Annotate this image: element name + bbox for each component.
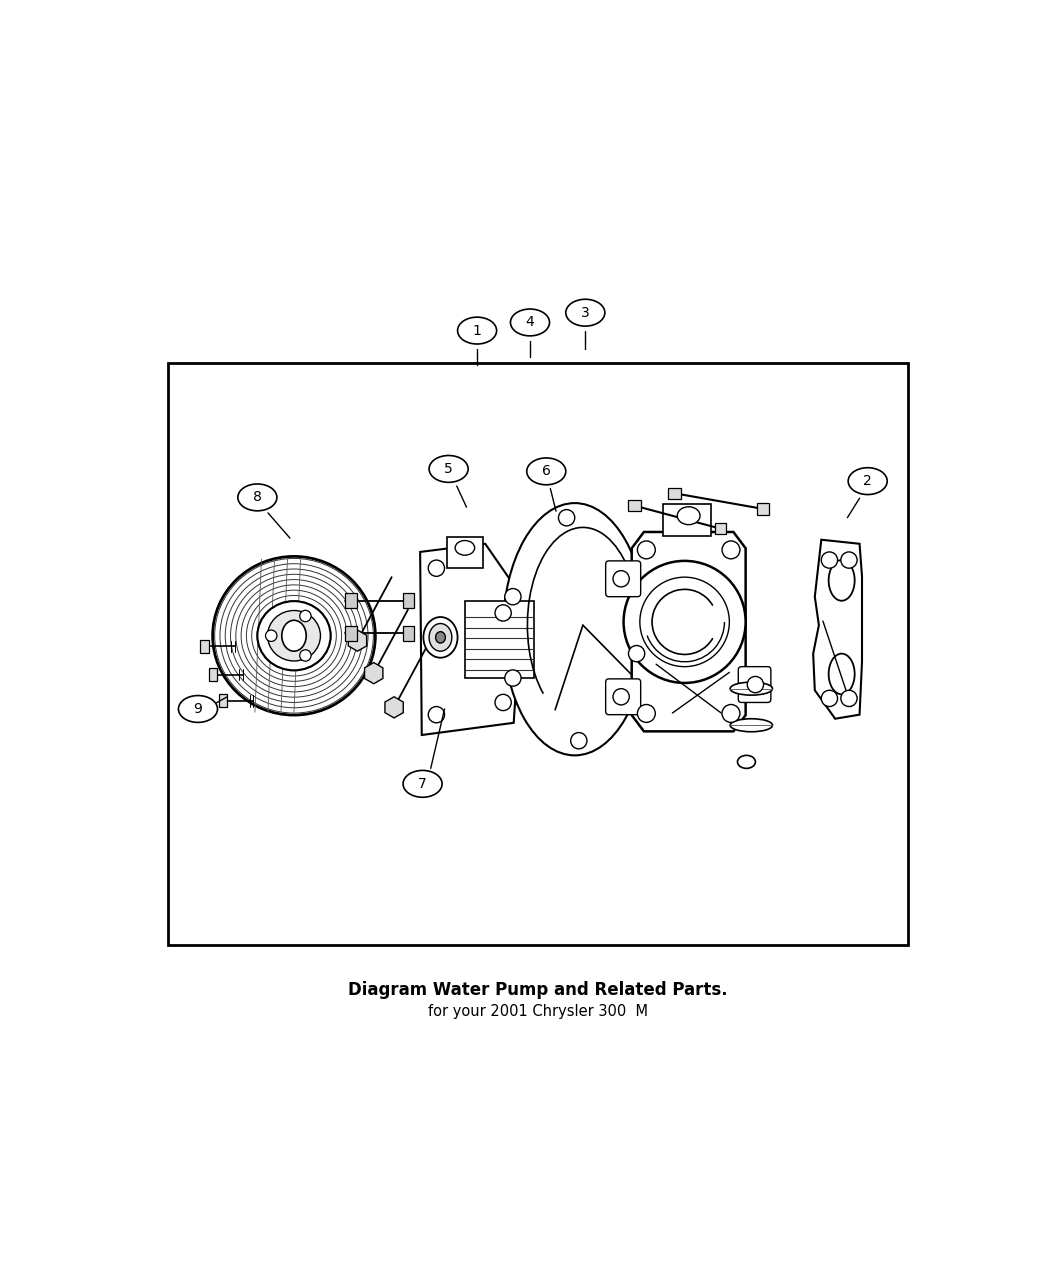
Circle shape bbox=[821, 552, 838, 569]
Circle shape bbox=[505, 589, 521, 604]
Circle shape bbox=[613, 688, 629, 705]
Circle shape bbox=[722, 541, 740, 558]
Ellipse shape bbox=[178, 696, 217, 723]
Circle shape bbox=[841, 690, 857, 706]
Bar bbox=[663, 504, 712, 536]
Bar bbox=[168, 363, 908, 945]
Circle shape bbox=[841, 552, 857, 569]
Circle shape bbox=[299, 611, 311, 622]
Ellipse shape bbox=[436, 631, 445, 643]
Bar bbox=[628, 500, 640, 511]
Ellipse shape bbox=[238, 484, 277, 511]
Circle shape bbox=[571, 733, 587, 748]
Ellipse shape bbox=[423, 617, 458, 658]
Ellipse shape bbox=[527, 458, 566, 484]
Circle shape bbox=[299, 650, 311, 662]
Bar bbox=[447, 537, 483, 569]
Circle shape bbox=[559, 510, 574, 525]
Text: 8: 8 bbox=[253, 491, 261, 505]
Ellipse shape bbox=[510, 309, 549, 335]
Text: Diagram Water Pump and Related Parts.: Diagram Water Pump and Related Parts. bbox=[349, 980, 728, 998]
Polygon shape bbox=[420, 543, 522, 734]
Polygon shape bbox=[364, 663, 383, 683]
Text: 4: 4 bbox=[526, 315, 534, 329]
Ellipse shape bbox=[730, 682, 773, 695]
Circle shape bbox=[637, 705, 655, 723]
Circle shape bbox=[629, 645, 645, 662]
Bar bbox=[757, 504, 769, 515]
Bar bbox=[201, 640, 209, 653]
Ellipse shape bbox=[828, 560, 855, 601]
Ellipse shape bbox=[828, 654, 855, 695]
Ellipse shape bbox=[730, 719, 773, 732]
Ellipse shape bbox=[281, 620, 307, 652]
Circle shape bbox=[266, 630, 277, 641]
Ellipse shape bbox=[268, 611, 320, 660]
Text: 7: 7 bbox=[418, 776, 427, 790]
Polygon shape bbox=[632, 532, 746, 732]
FancyBboxPatch shape bbox=[738, 667, 771, 703]
Bar bbox=[715, 523, 727, 534]
Polygon shape bbox=[385, 696, 403, 718]
Circle shape bbox=[505, 669, 521, 686]
Polygon shape bbox=[349, 630, 366, 652]
Circle shape bbox=[495, 695, 511, 710]
Bar bbox=[209, 668, 216, 681]
Bar bbox=[403, 593, 415, 608]
Circle shape bbox=[428, 706, 444, 723]
Circle shape bbox=[821, 690, 838, 706]
Ellipse shape bbox=[677, 506, 700, 524]
Ellipse shape bbox=[566, 300, 605, 326]
Circle shape bbox=[637, 541, 655, 558]
Ellipse shape bbox=[212, 556, 376, 715]
Circle shape bbox=[428, 560, 444, 576]
Ellipse shape bbox=[737, 755, 755, 769]
Bar bbox=[219, 695, 227, 708]
Bar bbox=[345, 626, 357, 640]
Bar bbox=[403, 626, 415, 640]
Ellipse shape bbox=[458, 317, 497, 344]
Circle shape bbox=[624, 561, 745, 683]
Polygon shape bbox=[813, 539, 862, 719]
Ellipse shape bbox=[257, 601, 331, 671]
Bar bbox=[345, 593, 357, 608]
Ellipse shape bbox=[429, 623, 452, 652]
Ellipse shape bbox=[429, 455, 468, 482]
Text: 2: 2 bbox=[863, 474, 873, 488]
Circle shape bbox=[748, 677, 763, 692]
Text: 3: 3 bbox=[581, 306, 590, 320]
Circle shape bbox=[495, 604, 511, 621]
Bar bbox=[669, 487, 681, 499]
Circle shape bbox=[613, 571, 629, 587]
Ellipse shape bbox=[503, 504, 647, 755]
Circle shape bbox=[722, 705, 740, 723]
Text: 9: 9 bbox=[193, 703, 203, 717]
Text: 6: 6 bbox=[542, 464, 550, 478]
Ellipse shape bbox=[455, 541, 475, 555]
Ellipse shape bbox=[403, 770, 442, 797]
FancyBboxPatch shape bbox=[606, 561, 640, 597]
Ellipse shape bbox=[848, 468, 887, 495]
Bar bbox=[465, 601, 534, 678]
Text: for your 2001 Chrysler 300  M: for your 2001 Chrysler 300 M bbox=[428, 1005, 648, 1019]
FancyBboxPatch shape bbox=[606, 678, 640, 715]
Text: 1: 1 bbox=[472, 324, 482, 338]
Text: 5: 5 bbox=[444, 462, 453, 476]
